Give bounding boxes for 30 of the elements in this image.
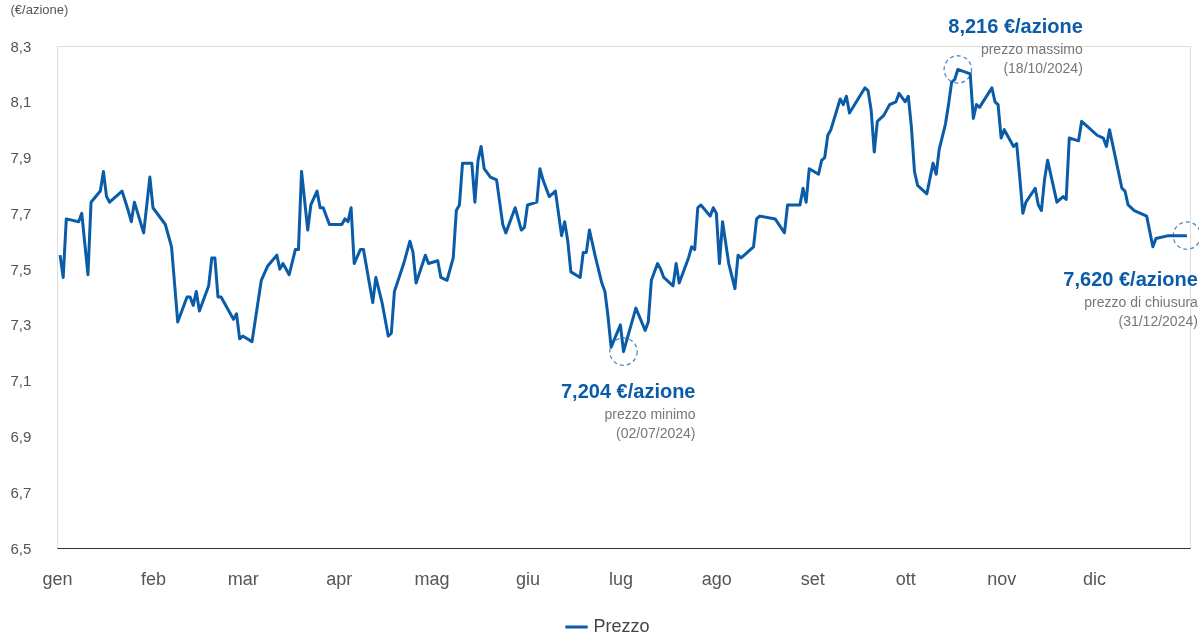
point xyxy=(609,337,638,366)
point xyxy=(1172,221,1199,250)
y-tick-label: 6,9 xyxy=(10,427,32,445)
y-tick-label: 7,7 xyxy=(10,204,32,222)
x-tick-label: feb xyxy=(140,568,166,589)
y-tick-label: 7,5 xyxy=(10,260,32,278)
x-tick-label: mar xyxy=(227,568,259,589)
y-tick-label: 7,3 xyxy=(10,316,32,334)
x-tick-label: apr xyxy=(326,568,353,589)
x-tick-label: set xyxy=(800,568,825,589)
x-tick-label: mag xyxy=(414,568,450,589)
x-tick-label: gen xyxy=(42,568,73,589)
y-axis-title: (€/azione) xyxy=(10,1,69,17)
x-tick-label: ott xyxy=(895,568,916,589)
y-tick-label: 6,5 xyxy=(10,539,32,557)
x-tick-label: ago xyxy=(701,568,732,589)
y-tick-label: 7,9 xyxy=(10,149,32,167)
y-tick-label: 6,7 xyxy=(10,483,32,501)
x-tick-label: giu xyxy=(516,568,541,589)
annotation: 7,204 €/azione prezzo minimo (02/07/2024) xyxy=(560,379,696,441)
legend-label: Prezzo xyxy=(593,616,650,636)
x-tick-label: nov xyxy=(987,568,1017,589)
x-tick-label: lug xyxy=(608,568,633,589)
annotation: 8,216 €/azione prezzo massimo (18/10/2024) xyxy=(948,15,1084,77)
y-tick-label: 8,1 xyxy=(10,93,32,111)
annotation: 7,620 €/azione prezzo di chiusura (31/12/2024) xyxy=(1063,267,1199,329)
point xyxy=(943,55,973,84)
y-tick-label: 7,1 xyxy=(10,372,32,390)
y-tick-label: 8,3 xyxy=(10,37,32,55)
x-tick-label: dic xyxy=(1083,568,1107,589)
